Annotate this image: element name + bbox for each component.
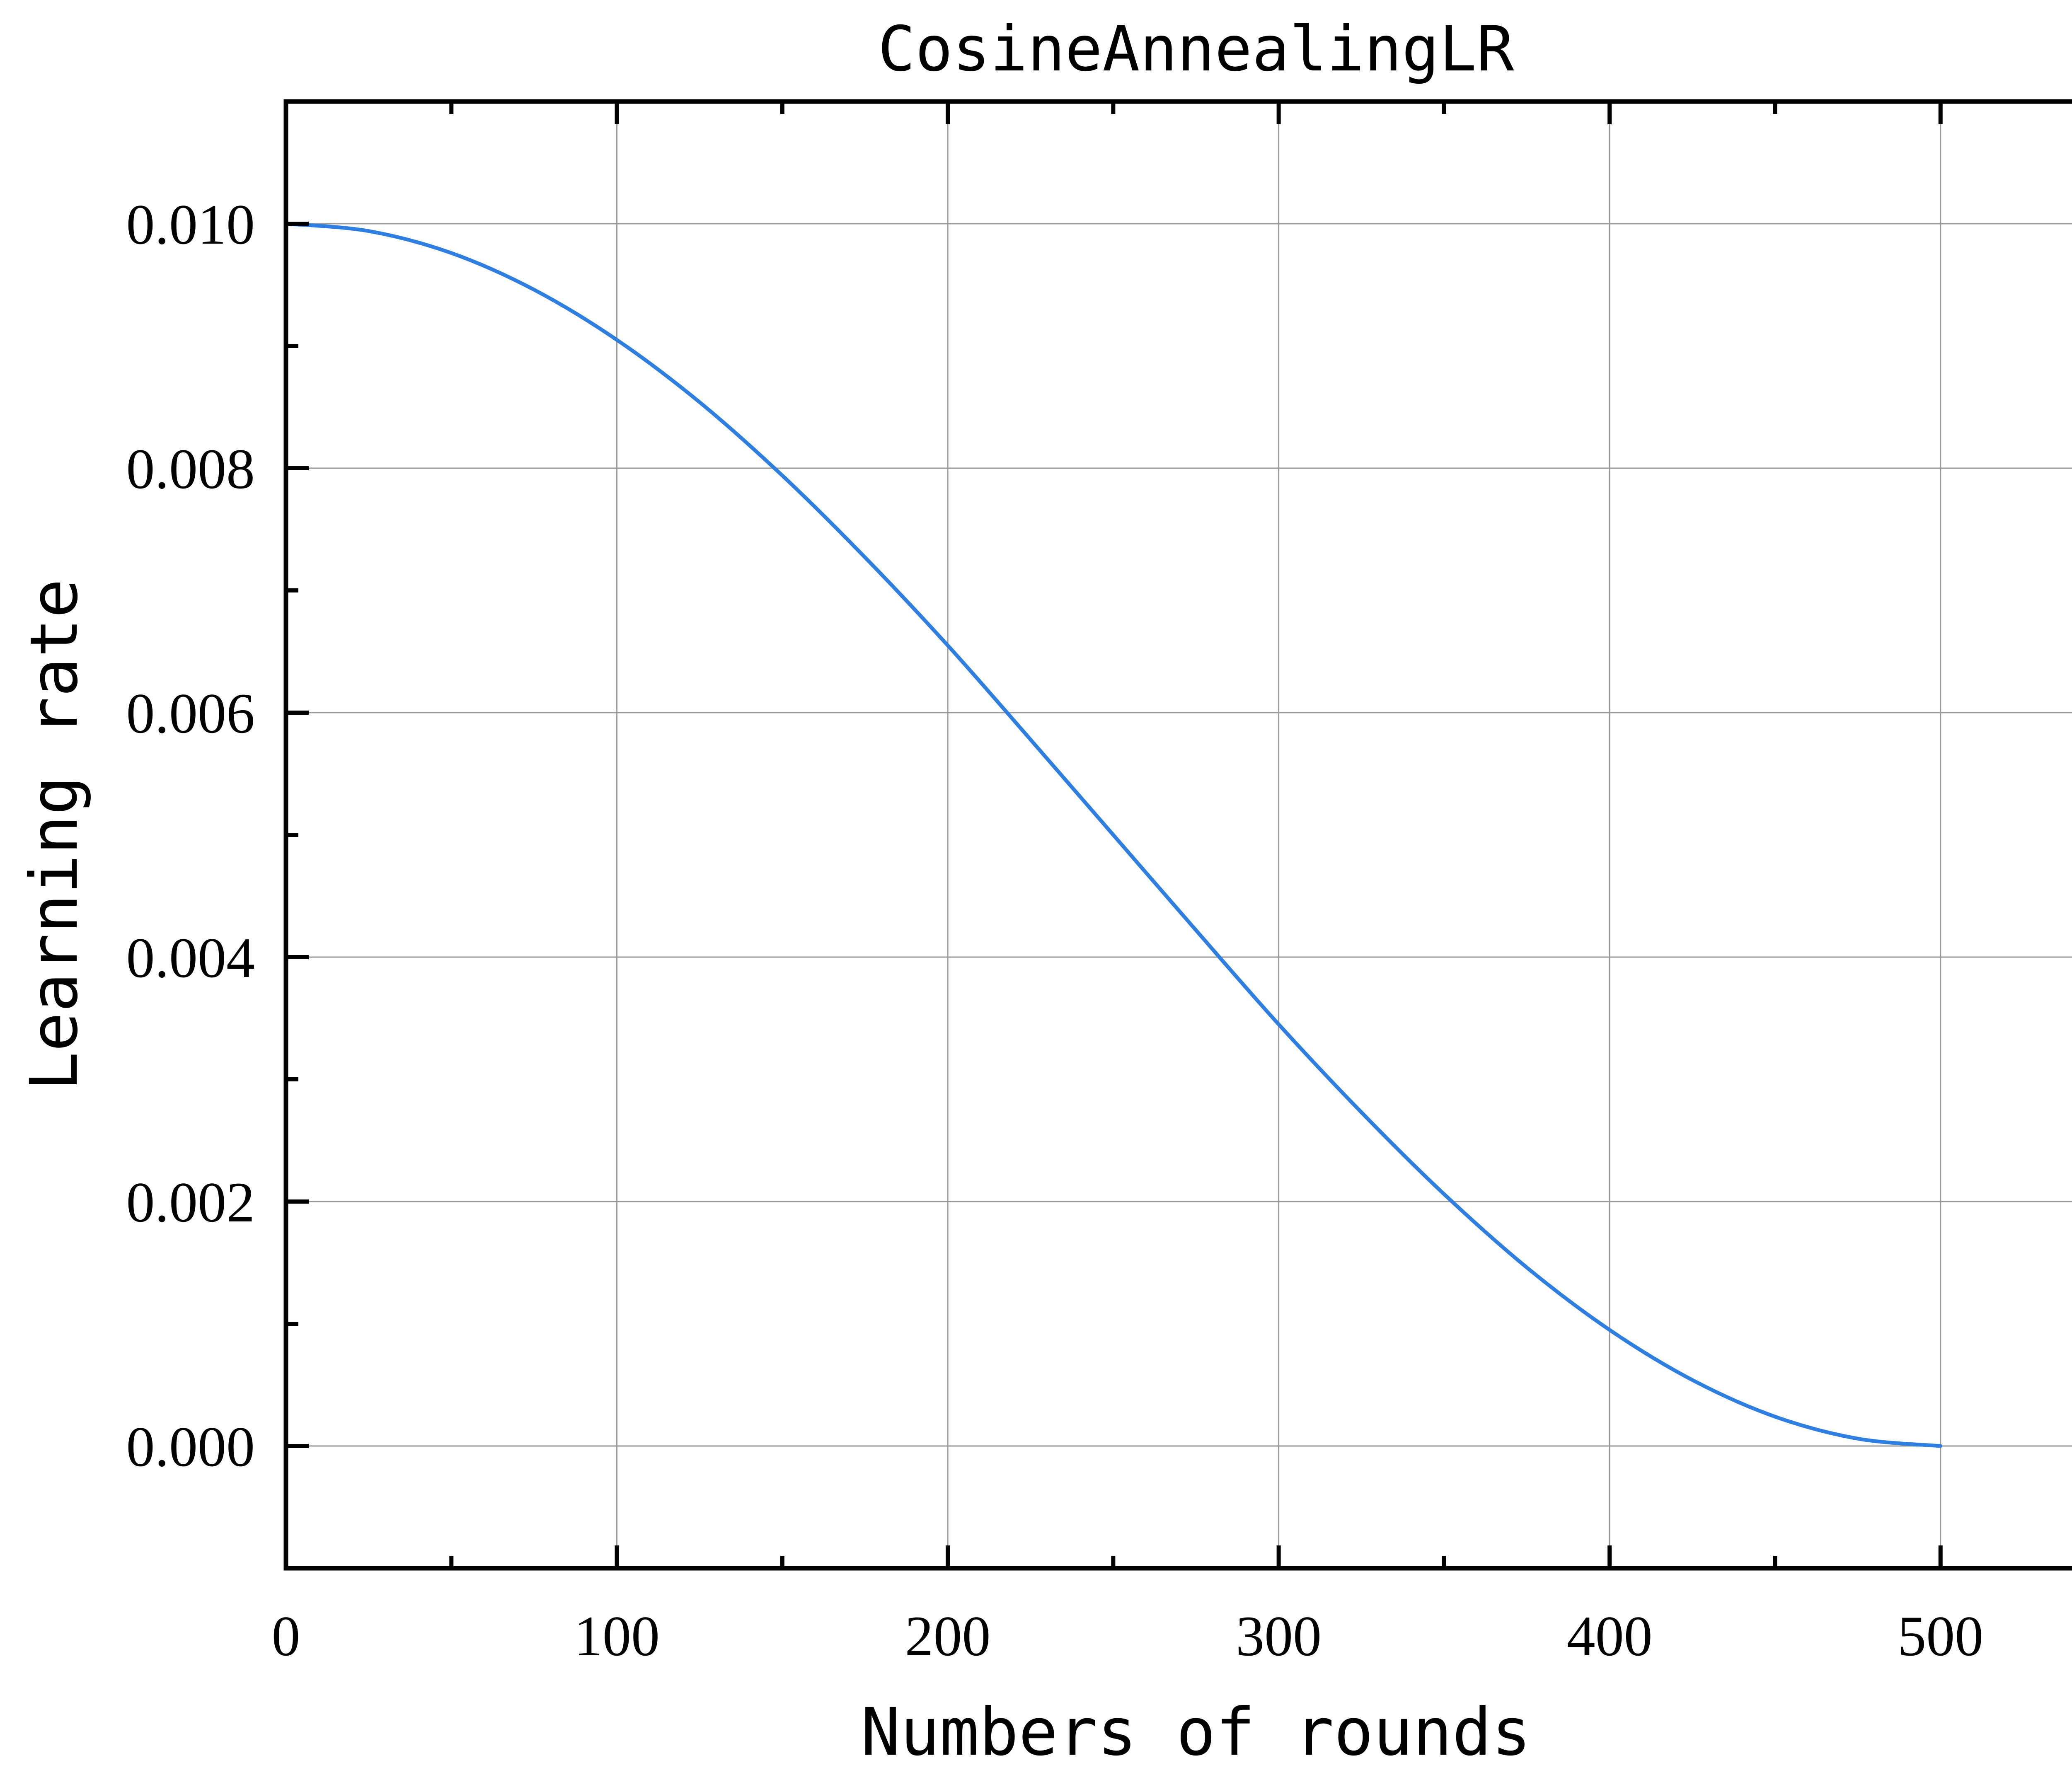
x-tick-label: 300 [1236,1604,1322,1668]
y-tick-labels: 0.000 0.002 0.004 0.006 0.008 0.010 [126,193,255,1478]
x-tick-labels: 0 100 200 300 400 500 [272,1604,1984,1668]
grid [286,102,2072,1568]
x-axis-label: Numbers of rounds [861,1694,1531,1770]
x-tick-label: 100 [574,1604,660,1668]
x-tick-label: 200 [905,1604,991,1668]
y-axis-label: Learning rate [16,579,92,1091]
y-tick-label: 0.000 [126,1415,255,1478]
y-tick-label: 0.006 [126,682,255,745]
series-line [284,222,1943,1448]
x-tick-label: 400 [1567,1604,1653,1668]
y-tick-label: 0.010 [126,193,255,256]
x-tick-label: 0 [272,1604,300,1668]
ticks [286,102,1943,1568]
y-tick-label: 0.002 [126,1170,255,1234]
chart-title: CosineAnnealingLR [878,13,1514,85]
y-tick-label: 0.004 [126,926,255,989]
x-tick-label: 500 [1898,1604,1983,1668]
line-layer [284,222,1943,1448]
y-tick-label: 0.008 [126,437,255,501]
plot-frame [283,99,2072,1571]
